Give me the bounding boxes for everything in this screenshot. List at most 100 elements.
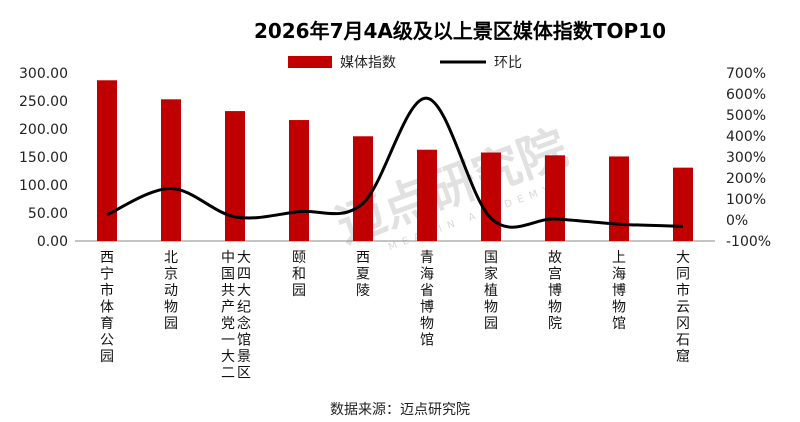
category-label-char: 博 bbox=[612, 282, 626, 299]
left-tick-label: 250.00 bbox=[19, 94, 68, 110]
category-label-char: 国 bbox=[221, 267, 235, 283]
category-label-char: 云 bbox=[676, 300, 690, 316]
bar bbox=[673, 167, 693, 241]
category-label-char: 大 bbox=[237, 250, 251, 266]
category-label-char: 宫 bbox=[548, 267, 562, 283]
category-label-char: 博 bbox=[420, 299, 434, 316]
bar bbox=[161, 99, 181, 241]
bar bbox=[417, 149, 437, 241]
category-label-char: 园 bbox=[164, 316, 178, 332]
category-label-char: 海 bbox=[612, 267, 626, 283]
legend-bar-swatch bbox=[288, 56, 332, 68]
right-tick-label: 500% bbox=[726, 108, 766, 124]
category-label: 颐和园 bbox=[292, 250, 306, 299]
chart-title: 2026年7月4A级及以上景区媒体指数TOP10 bbox=[254, 19, 666, 43]
category-label-char: 院 bbox=[548, 316, 562, 332]
category-label-char: 动 bbox=[164, 283, 178, 299]
category-label-char: 西 bbox=[100, 250, 114, 266]
bar bbox=[609, 156, 629, 241]
category-label-char: 体 bbox=[100, 300, 114, 316]
category-label-char: 市 bbox=[100, 282, 114, 299]
legend-bar-label: 媒体指数 bbox=[340, 55, 396, 71]
left-tick-label: 300.00 bbox=[19, 66, 68, 82]
left-tick-label: 0.00 bbox=[37, 234, 68, 250]
category-label-char: 园 bbox=[484, 316, 498, 332]
category-label-char: 和 bbox=[292, 267, 306, 283]
right-axis: -100% 0% 100% 200% 300% 400% 500% 600% 700% bbox=[726, 66, 771, 250]
category-label-char: 家 bbox=[484, 266, 498, 283]
source-note: 数据来源：迈点研究院 bbox=[330, 402, 470, 418]
category-label-char: 物 bbox=[612, 300, 626, 316]
category-label-char: 馆 bbox=[612, 316, 626, 332]
category-label-char: 育 bbox=[100, 316, 114, 332]
right-tick-label: 400% bbox=[726, 129, 766, 145]
bar bbox=[97, 80, 117, 241]
category-label-char: 颐 bbox=[292, 250, 306, 266]
category-label-char: 区 bbox=[237, 366, 251, 382]
category-label-char: 窟 bbox=[676, 348, 690, 365]
category-label-char: 纪 bbox=[237, 300, 251, 316]
category-labels: 西宁市体育公园北京动物园中国共产党一大二大四大纪念馆景区颐和园西夏陵青海省博物馆… bbox=[100, 250, 690, 382]
category-label-char: 冈 bbox=[676, 316, 690, 332]
category-label-char: 同 bbox=[676, 267, 690, 283]
right-tick-label: 300% bbox=[726, 150, 766, 166]
left-axis: 0.00 50.00 100.00 150.00 200.00 250.00 300.00 bbox=[19, 66, 68, 250]
bar bbox=[481, 152, 501, 241]
right-tick-label: 700% bbox=[726, 66, 766, 82]
category-label-char: 四 bbox=[237, 267, 251, 283]
left-tick-label: 150.00 bbox=[19, 150, 68, 166]
category-label-char: 念 bbox=[237, 315, 251, 332]
category-label-char: 博 bbox=[548, 282, 562, 299]
category-label-char: 京 bbox=[164, 267, 178, 283]
bar-series bbox=[97, 80, 693, 241]
category-label-char: 北 bbox=[164, 250, 178, 266]
bar bbox=[289, 120, 309, 241]
category-label-char: 馆 bbox=[420, 333, 434, 349]
category-label-char: 故 bbox=[548, 250, 562, 266]
category-label-char: 宁 bbox=[100, 266, 114, 283]
right-tick-label: 600% bbox=[726, 87, 766, 103]
category-label-char: 大 bbox=[221, 349, 235, 365]
legend-line-label: 环比 bbox=[494, 55, 522, 71]
category-label-char: 陵 bbox=[356, 283, 370, 299]
category-label-char: 馆 bbox=[237, 333, 251, 349]
category-label-char: 党 bbox=[221, 316, 235, 332]
category-label-char: 共 bbox=[221, 283, 235, 299]
bar bbox=[545, 155, 565, 241]
line-series bbox=[106, 96, 684, 229]
category-label-char: 大 bbox=[676, 250, 690, 266]
category-label-char: 物 bbox=[164, 300, 178, 316]
category-label-char: 景 bbox=[237, 349, 251, 365]
category-label-char: 夏 bbox=[356, 267, 370, 283]
right-tick-label: -100% bbox=[726, 234, 771, 250]
category-label-char: 一 bbox=[221, 333, 235, 349]
bar bbox=[353, 136, 373, 241]
right-tick-label: 0% bbox=[726, 213, 748, 229]
left-tick-label: 50.00 bbox=[28, 206, 68, 222]
category-label-char: 园 bbox=[100, 349, 114, 365]
left-tick-label: 200.00 bbox=[19, 122, 68, 138]
category-label-char: 植 bbox=[484, 283, 498, 299]
category-label-char: 市 bbox=[676, 282, 690, 299]
legend: 媒体指数 环比 bbox=[288, 55, 522, 71]
category-label-char: 海 bbox=[420, 267, 434, 283]
category-label-char: 产 bbox=[221, 300, 235, 316]
category-label-char: 省 bbox=[420, 283, 434, 299]
category-label-char: 石 bbox=[676, 333, 690, 349]
category-label-char: 上 bbox=[612, 250, 626, 266]
category-label-char: 国 bbox=[484, 250, 498, 266]
category-label-char: 园 bbox=[292, 283, 306, 299]
category-label-char: 西 bbox=[356, 250, 370, 266]
category-label: 西夏陵 bbox=[356, 250, 370, 299]
category-label-char: 中 bbox=[221, 250, 235, 266]
category-label-char: 物 bbox=[548, 300, 562, 316]
